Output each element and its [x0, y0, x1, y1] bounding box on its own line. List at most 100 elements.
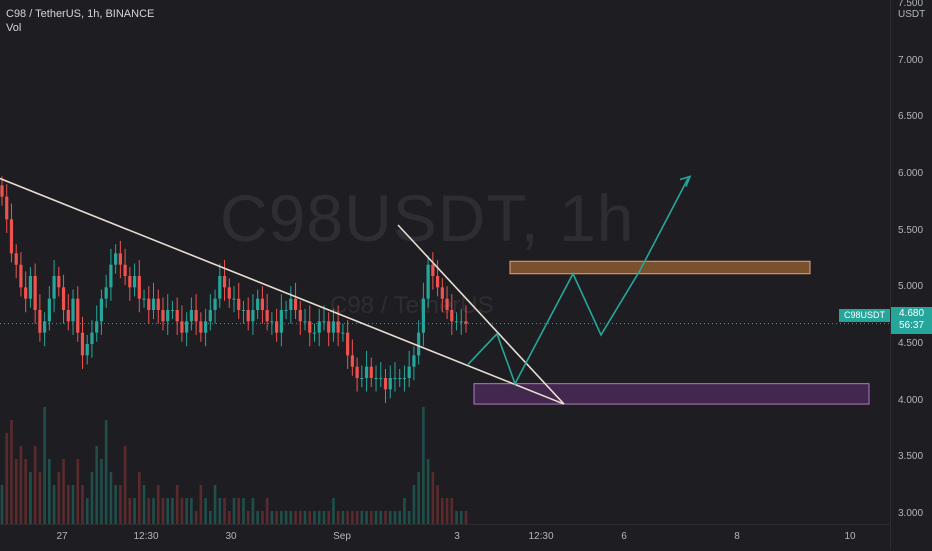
candle-body	[118, 253, 122, 265]
candle-body	[85, 344, 89, 356]
volume-bar	[33, 446, 37, 524]
volume-bar	[100, 459, 103, 524]
volume-bar	[133, 498, 136, 524]
volume-bar	[66, 485, 70, 524]
price-tick-label: 6.000	[898, 168, 924, 179]
volume-label[interactable]: Vol	[6, 22, 22, 34]
candle-body	[369, 366, 373, 378]
projection-arrowhead	[679, 175, 692, 187]
candle-body	[312, 332, 317, 334]
volume-bar	[346, 511, 349, 524]
candle-body	[0, 185, 4, 197]
volume-bar	[142, 485, 146, 524]
candle-body	[232, 298, 236, 300]
candle-body	[199, 321, 203, 333]
candle-body	[336, 321, 340, 333]
bar-countdown: 56:37	[898, 320, 925, 331]
candle-body	[43, 321, 47, 333]
candle-body	[19, 264, 23, 288]
volume-bar	[370, 511, 373, 524]
time-tick-label: 12:30	[528, 531, 554, 542]
candle-body	[128, 276, 132, 288]
volume-bar	[242, 498, 245, 524]
volume-bar	[57, 472, 61, 524]
price-tick-label: 5.500	[898, 224, 924, 236]
volume-bar	[455, 511, 458, 524]
candle-body	[57, 276, 61, 288]
candle-body	[237, 298, 241, 310]
volume-bar	[213, 485, 217, 524]
volume-bar	[209, 511, 212, 524]
volume-bar	[237, 498, 241, 524]
candle-body	[38, 310, 42, 333]
candle-body	[175, 310, 179, 322]
volume-bar	[48, 459, 51, 524]
candle-body	[327, 321, 331, 333]
volume-bar	[459, 511, 463, 524]
volume-bar	[95, 446, 98, 524]
candle-body	[289, 298, 293, 310]
time-tick-label: 3	[454, 531, 460, 542]
candle-body	[151, 298, 156, 310]
volume-bar	[90, 472, 94, 524]
symbol-title[interactable]: C98 / TetherUS, 1h, BINANCE	[6, 8, 155, 20]
candle-body	[222, 276, 227, 288]
time-axis[interactable]	[0, 524, 890, 551]
volume-bar	[227, 511, 231, 524]
chart-legend: C98 / TetherUS, 1h, BINANCE Vol	[6, 7, 154, 35]
volume-bar	[204, 498, 207, 524]
candle-body	[52, 276, 56, 299]
volume-bar	[303, 511, 307, 524]
volume-bar	[398, 511, 402, 524]
price-tick-label: 4.500	[898, 338, 924, 349]
candle-body	[9, 219, 14, 254]
volume-bar	[62, 459, 65, 524]
current-price-value: 4.680	[898, 308, 925, 319]
volume-bar	[138, 472, 141, 524]
candle-body	[293, 298, 298, 310]
volume-bar	[232, 498, 236, 524]
volume-bar	[43, 407, 46, 524]
volume-bar	[280, 511, 283, 524]
candle-body	[24, 287, 28, 299]
volume-bar	[171, 498, 174, 524]
volume-bar	[341, 511, 345, 524]
volume-bar	[71, 485, 75, 524]
candle-body	[95, 321, 99, 333]
price-tick-label: 6.500	[898, 111, 924, 123]
time-tick-label: 8	[734, 531, 740, 542]
volume-bar	[384, 511, 387, 524]
candle-body	[407, 366, 411, 378]
candle-body	[256, 298, 260, 310]
volume-bar	[152, 498, 155, 524]
candle-body	[346, 332, 350, 356]
candle-body	[99, 298, 104, 322]
volume-bar	[256, 511, 259, 524]
volume-bar	[360, 511, 364, 524]
volume-bar	[123, 446, 127, 524]
volume-bar	[289, 511, 293, 524]
volume-bar	[180, 498, 184, 524]
price-plot[interactable]	[0, 0, 890, 524]
volume-bar	[365, 511, 368, 524]
candle-body	[454, 321, 459, 323]
volume-bar	[156, 485, 160, 524]
volume-bar	[355, 511, 359, 524]
volume-bar	[464, 511, 468, 524]
candle-body	[61, 287, 66, 310]
volume-bar	[29, 472, 32, 524]
price-tick-label: 3.500	[898, 451, 924, 463]
candle-body	[464, 321, 468, 324]
candle-body	[412, 355, 416, 367]
candle-body	[66, 310, 70, 322]
candle-body	[147, 298, 151, 310]
volume-bar	[52, 485, 56, 524]
volume-bar	[246, 511, 250, 524]
candle-body	[303, 321, 307, 323]
volume-bar	[85, 498, 89, 524]
volume-bar	[194, 511, 198, 524]
price-axis[interactable]	[890, 0, 932, 550]
candle-body	[279, 310, 283, 333]
volume-bar	[251, 498, 255, 524]
